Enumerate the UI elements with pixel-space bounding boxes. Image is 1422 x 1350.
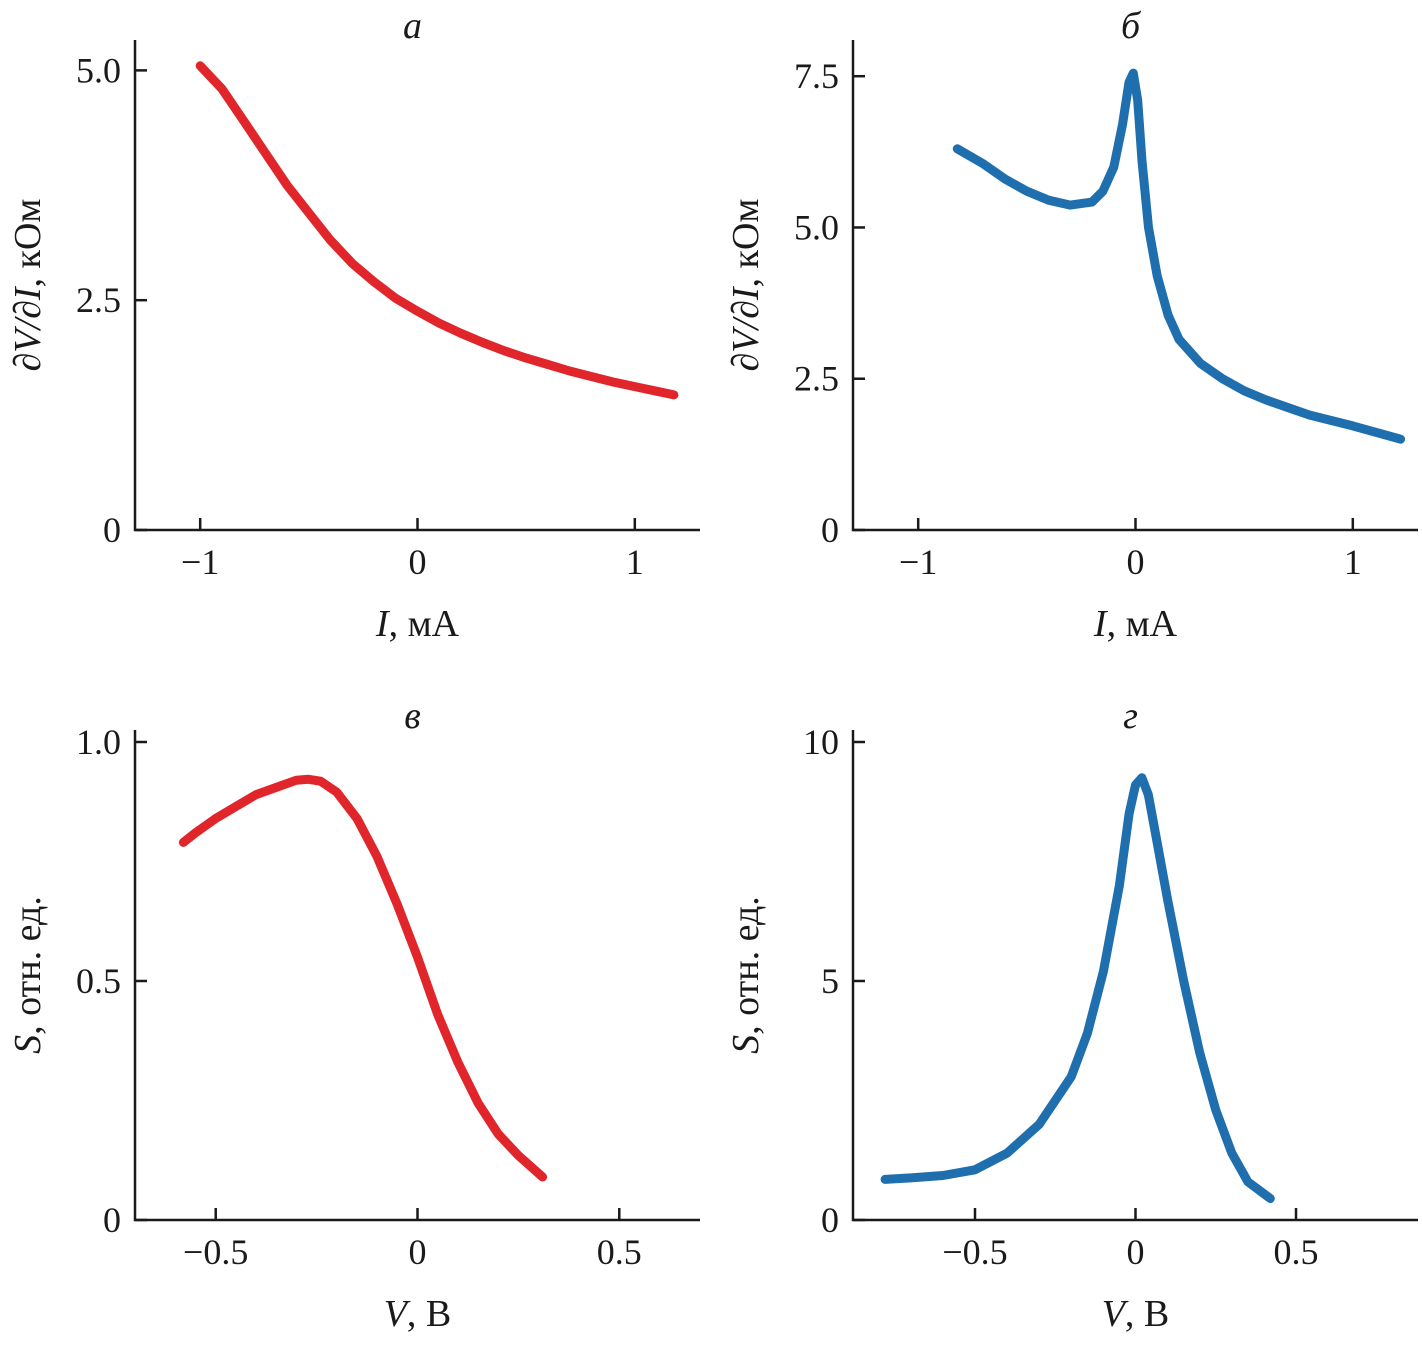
panel-b-x-axis-unit: , мА [1107,603,1178,645]
panel-b-x-tick-label: 1 [1344,542,1362,582]
panel-c: −0.5 0 0.5 0 0.5 1.0 в V, В S, отн. ед. [7,695,700,1335]
panel-c-y-axis-unit: , отн. ед. [7,896,49,1035]
panel-a-x-axis-var: I [375,603,391,645]
panel-d-y-axis-var: S [725,1035,767,1054]
panel-b-x-tick-label: 0 [1127,542,1145,582]
panel-c-x-axis-unit: , В [407,1293,451,1335]
panel-c-axes [133,730,700,1222]
panel-a-series-line [195,61,679,400]
panel-a-x-tick-label: 1 [626,542,644,582]
panel-b-y-tick-label: 2.5 [794,359,839,399]
panel-d-x-axis-label: V, В [1102,1293,1170,1335]
panel-b-y-axis-label: ∂V/∂I, кОм [725,199,767,372]
panel-b-x-axis-label: I, мА [1093,603,1178,645]
panel-c-x-axis-var: V [384,1293,411,1335]
panel-b-series-line [952,68,1406,444]
panel-a-label: а [403,5,422,47]
panel-d: −0.5 0 0.5 0 5 10 г V, В S, отн. ед. [725,695,1418,1335]
panel-c-y-tick-label: 0 [103,1200,121,1240]
panel-c-y-axis-label: S, отн. ед. [7,896,49,1054]
panel-d-y-tick-label: 10 [803,722,839,762]
panel-d-x-tick-label: 0 [1127,1232,1145,1272]
panel-b-x-tick-label: −1 [899,542,937,582]
panel-b-y-tick-label: 7.5 [794,56,839,96]
panel-d-label: г [1123,695,1138,737]
panel-d-series-line [880,773,1275,1203]
panel-c-y-tick-label: 0.5 [76,961,121,1001]
panel-a-x-tick-label: −1 [181,542,219,582]
panel-b-label: б [1121,5,1142,47]
panel-a-y-axis-unit: , кОм [7,199,49,288]
panel-c-label: в [404,695,421,737]
panel-c-x-tick-label: 0 [409,1232,427,1272]
panel-b-y-axis-var: ∂V/∂I [725,285,767,371]
panel-b-y-tick-label: 5.0 [794,207,839,247]
panel-a-y-tick-label: 2.5 [76,280,121,320]
panel-d-x-axis-var: V [1102,1293,1129,1335]
panel-c-series-line [178,774,548,1182]
panel-b-y-axis-unit: , кОм [725,199,767,288]
panel-d-x-axis-unit: , В [1125,1293,1169,1335]
panel-c-y-axis-var: S [7,1035,49,1054]
panel-c-y-tick-label: 1.0 [76,722,121,762]
panel-a-y-axis-var: ∂V/∂I [7,285,49,371]
panel-c-x-tick-label: 0.5 [597,1232,642,1272]
panel-b-x-axis-var: I [1093,603,1109,645]
panel-c-x-axis-label: V, В [384,1293,452,1335]
panel-a-y-tick-label: 5.0 [76,50,121,90]
panel-d-x-tick-label: 0.5 [1274,1232,1319,1272]
panel-a-y-tick-label: 0 [103,510,121,550]
panel-d-y-axis-unit: , отн. ед. [725,896,767,1035]
panel-c-x-tick-label: −0.5 [183,1232,248,1272]
panel-b-y-tick-label: 0 [821,510,839,550]
panel-a-axes [133,40,700,532]
panel-a-y-axis-label: ∂V/∂I, кОм [7,199,49,372]
panel-a-x-axis-unit: , мА [389,603,460,645]
panel-d-y-axis-label: S, отн. ед. [725,896,767,1054]
panel-d-y-tick-label: 5 [821,961,839,1001]
panel-a: −1 0 1 0 2.5 5.0 а I, мА ∂V/∂I, кОм [7,5,700,645]
panel-d-y-tick-label: 0 [821,1200,839,1240]
panel-d-x-tick-label: −0.5 [942,1232,1007,1272]
panel-b: −1 0 1 0 2.5 5.0 7.5 б I, мА ∂V/∂I, кОм [725,5,1418,645]
panel-a-x-axis-label: I, мА [375,603,460,645]
panel-a-x-tick-label: 0 [409,542,427,582]
